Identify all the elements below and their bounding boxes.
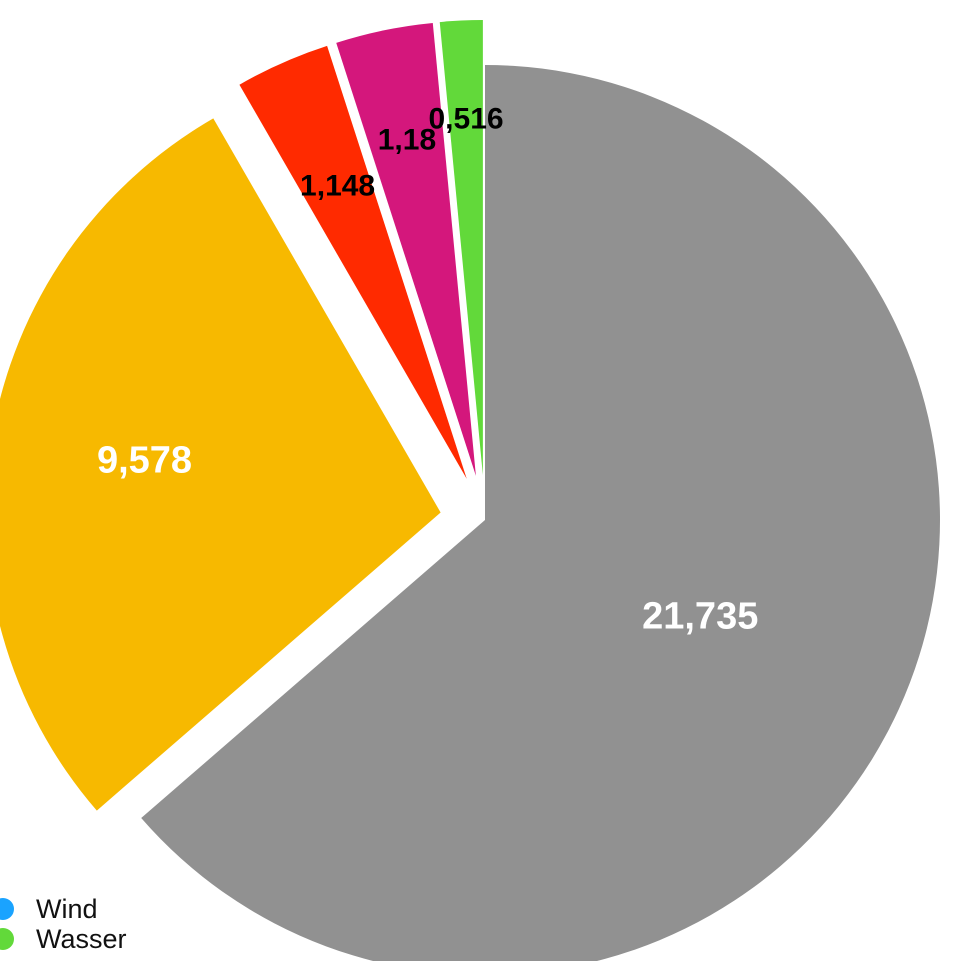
pie-slice-0 — [141, 65, 940, 961]
legend-swatch-wasser — [0, 928, 14, 950]
legend: Wind Wasser — [0, 894, 127, 954]
legend-label-wind: Wind — [36, 894, 98, 924]
slice-label-3: 1,18 — [378, 124, 436, 157]
pie-slice-1 — [0, 118, 441, 811]
slice-label-2: 1,148 — [300, 170, 375, 203]
slice-label-1: 9,578 — [97, 440, 192, 482]
legend-item-wind: Wind — [0, 894, 127, 924]
pie-slice-4 — [439, 20, 483, 476]
legend-swatch-wind — [0, 898, 14, 920]
slice-label-4: 0,516 — [428, 102, 503, 135]
slice-label-0: 21,735 — [642, 595, 758, 637]
legend-label-wasser: Wasser — [36, 924, 127, 954]
pie-slice-3 — [336, 22, 476, 476]
legend-item-wasser: Wasser — [0, 924, 127, 954]
pie-slice-2 — [239, 45, 467, 479]
